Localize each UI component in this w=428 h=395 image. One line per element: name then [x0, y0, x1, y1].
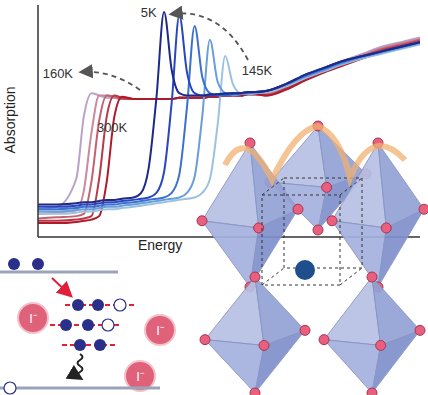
svg-text:160K: 160K [43, 66, 74, 81]
svg-text:5K: 5K [141, 5, 157, 20]
html-text:Absorption: Absorption [2, 86, 18, 154]
svg-text:I⁻: I⁻ [29, 311, 37, 326]
html-text:Energy: Energy [138, 237, 183, 253]
svg-text:I⁻: I⁻ [136, 369, 144, 384]
svg-text:300K: 300K [97, 120, 128, 135]
svg-text:I⁻: I⁻ [156, 323, 164, 338]
svg-text:145K: 145K [242, 63, 273, 78]
